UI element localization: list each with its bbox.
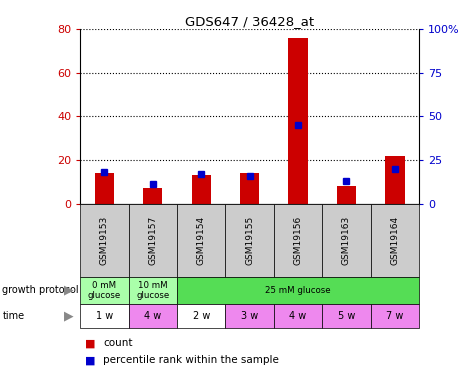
Text: 2 w: 2 w	[192, 311, 210, 321]
Text: 25 mM glucose: 25 mM glucose	[265, 286, 331, 295]
Text: 1 w: 1 w	[96, 311, 113, 321]
Text: growth protocol: growth protocol	[2, 285, 79, 295]
Text: GSM19163: GSM19163	[342, 216, 351, 265]
Text: ■: ■	[85, 338, 95, 348]
Text: time: time	[2, 311, 24, 321]
Bar	[225, 304, 274, 328]
Bar	[274, 304, 322, 328]
Text: 3 w: 3 w	[241, 311, 258, 321]
Text: GSM19153: GSM19153	[100, 216, 109, 265]
Bar	[80, 277, 129, 304]
Text: count: count	[103, 338, 132, 348]
Bar	[80, 304, 129, 328]
Bar	[371, 304, 419, 328]
Text: ▶: ▶	[64, 284, 74, 297]
Bar	[143, 188, 163, 204]
Text: GSM19157: GSM19157	[148, 216, 157, 265]
Bar	[225, 204, 274, 277]
Title: GDS647 / 36428_at: GDS647 / 36428_at	[185, 15, 314, 28]
Bar	[129, 304, 177, 328]
Bar	[322, 204, 371, 277]
Bar	[385, 156, 404, 204]
Text: GSM19155: GSM19155	[245, 216, 254, 265]
Bar	[274, 204, 322, 277]
Bar	[191, 175, 211, 204]
Text: 7 w: 7 w	[386, 311, 403, 321]
Bar	[80, 204, 129, 277]
Bar	[177, 304, 225, 328]
Bar	[337, 186, 356, 204]
Bar	[177, 204, 225, 277]
Text: percentile rank within the sample: percentile rank within the sample	[103, 356, 279, 366]
Bar	[129, 277, 177, 304]
Bar	[371, 204, 419, 277]
Bar	[289, 38, 308, 204]
Bar	[322, 304, 371, 328]
Bar	[129, 204, 177, 277]
Text: 5 w: 5 w	[338, 311, 355, 321]
Bar	[95, 173, 114, 204]
Text: GSM19164: GSM19164	[390, 216, 399, 265]
Bar	[240, 173, 259, 204]
Text: ▶: ▶	[64, 309, 74, 322]
Text: GSM19154: GSM19154	[196, 216, 206, 265]
Text: 4 w: 4 w	[289, 311, 307, 321]
Text: ■: ■	[85, 356, 95, 366]
Text: GSM19156: GSM19156	[294, 216, 303, 265]
Text: 10 mM
glucose: 10 mM glucose	[136, 280, 169, 300]
Text: 4 w: 4 w	[144, 311, 161, 321]
Text: 0 mM
glucose: 0 mM glucose	[88, 280, 121, 300]
Bar	[177, 277, 419, 304]
